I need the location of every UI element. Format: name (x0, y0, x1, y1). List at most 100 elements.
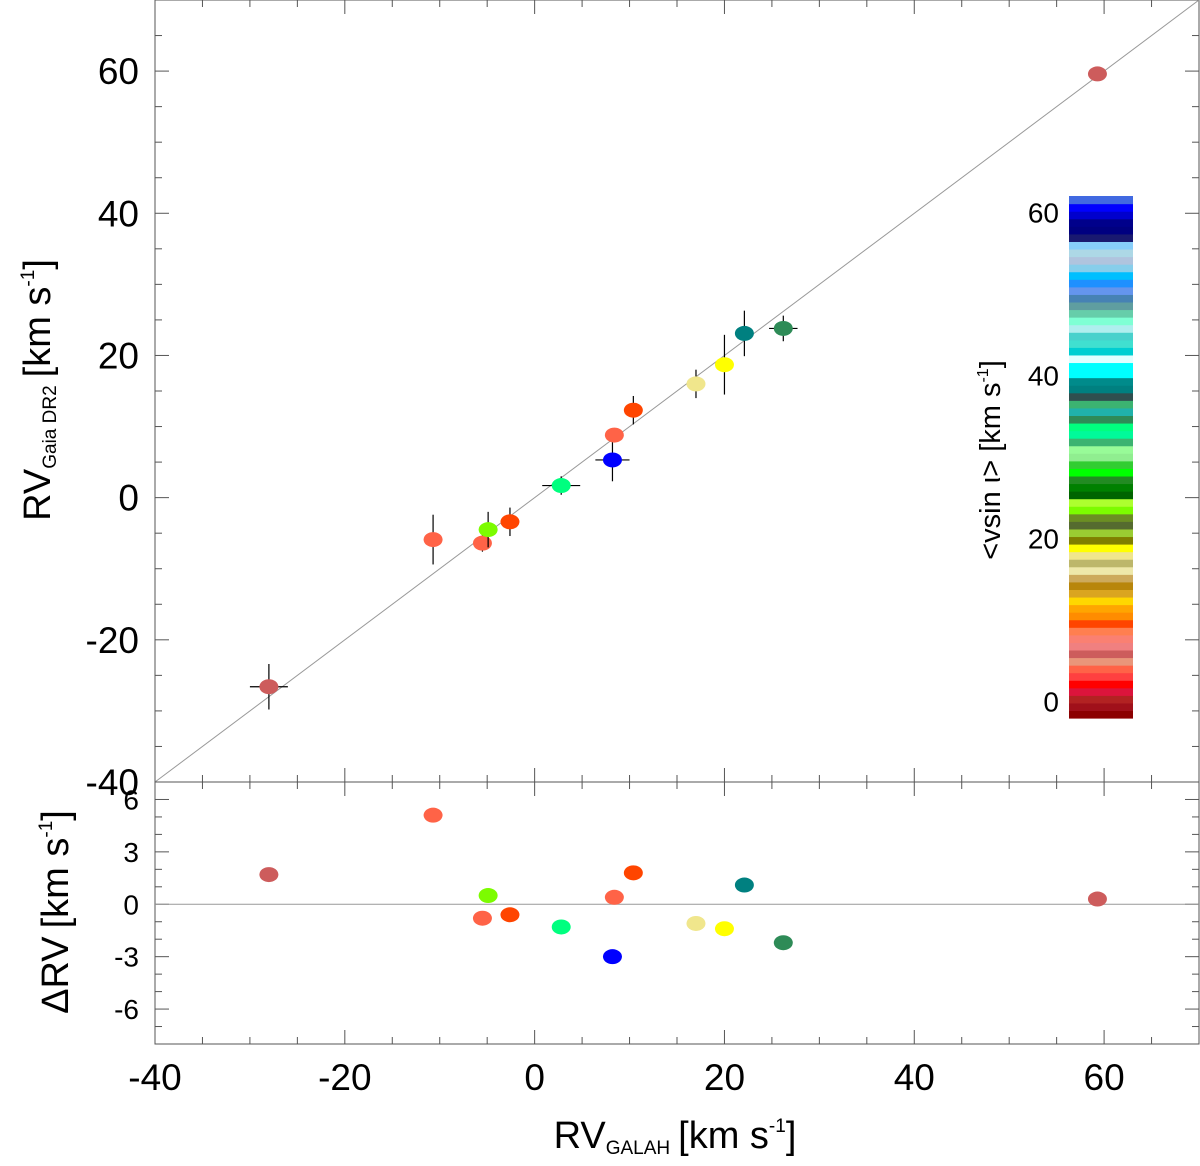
colorbar-band (1069, 422, 1133, 432)
top-y-tick-labels: -40 -20 0 20 40 60 (86, 51, 139, 803)
residual-point (623, 865, 643, 881)
colorbar-band (1069, 279, 1133, 288)
x-label-end: ] (786, 1115, 797, 1157)
top-y-label-sub: Gaia DR2 (40, 385, 61, 468)
residual-point (259, 867, 279, 883)
colorbar-band (1069, 196, 1133, 205)
colorbar-band (1069, 370, 1133, 379)
top-y-axis-label: RVGaia DR2 [km s-1] (17, 259, 61, 521)
colorbar-band (1069, 589, 1133, 598)
data-point (551, 478, 571, 494)
colorbar-band (1069, 695, 1133, 704)
y-tick-label: -3 (114, 942, 139, 973)
colorbar-band (1069, 475, 1133, 485)
residual-point (423, 807, 443, 823)
colorbar-band (1069, 218, 1133, 227)
colorbar-band (1069, 513, 1133, 522)
residual-point (734, 877, 754, 893)
x-label-unit: [km s (678, 1115, 769, 1157)
data-point (602, 452, 622, 468)
top-y-label-main: RV (17, 468, 59, 521)
top-y-label-exp: -1 (18, 270, 39, 287)
data-point (259, 679, 279, 695)
residual-point (478, 888, 498, 904)
residual-point (604, 889, 624, 905)
colorbar-tick-label: 40 (1028, 360, 1059, 391)
bottom-ticks (154, 781, 1200, 1044)
x-label-main: RV (554, 1115, 607, 1157)
colorbar: 0 20 40 60 <vsin ι> [km s-1] (975, 196, 1133, 719)
x-tick-label: -40 (128, 1057, 181, 1098)
residual-point (500, 907, 520, 923)
colorbar-band (1069, 256, 1133, 265)
colorbar-band (1069, 332, 1133, 341)
colorbar-band (1069, 415, 1133, 424)
colorbar-band (1069, 491, 1133, 500)
identity-line (154, 0, 1200, 783)
colorbar-band (1069, 354, 1133, 364)
bottom-y-label-end: ] (35, 810, 77, 821)
x-axis-label: RVGALAH [km s-1] (554, 1115, 797, 1159)
data-point (714, 357, 734, 373)
colorbar-tick-label: 20 (1028, 524, 1059, 555)
colorbar-band (1069, 649, 1133, 659)
data-point (1087, 66, 1107, 82)
colorbar-band (1069, 687, 1133, 696)
data-point (734, 325, 754, 341)
bottom-y-tick-labels: -6 -3 0 3 6 (114, 784, 139, 1025)
data-point (686, 376, 706, 392)
top-ticks (154, 0, 1200, 783)
colorbar-label-end: ] (975, 360, 1007, 368)
colorbar-tick-label: 0 (1043, 687, 1059, 718)
data-point (472, 535, 492, 551)
x-tick-label: 0 (524, 1057, 545, 1098)
colorbar-band (1069, 536, 1133, 545)
y-tick-label: 3 (123, 837, 139, 868)
y-tick-label: 0 (123, 889, 139, 920)
colorbar-band (1069, 604, 1133, 613)
colorbar-band (1069, 430, 1133, 439)
colorbar-band (1069, 339, 1133, 348)
colorbar-band (1069, 385, 1133, 394)
colorbar-band (1069, 612, 1133, 621)
bottom-y-label-exp: -1 (36, 821, 57, 838)
colorbar-band (1069, 286, 1133, 295)
colorbar-band (1069, 460, 1133, 469)
bottom-plot-frame (154, 781, 1200, 1045)
y-tick-label: -20 (86, 620, 139, 661)
colorbar-band (1069, 317, 1133, 326)
colorbar-band (1069, 347, 1133, 356)
y-tick-label: -6 (114, 994, 139, 1025)
residual-point (472, 910, 492, 926)
residual-point (551, 919, 571, 935)
y-tick-label: 0 (118, 478, 139, 519)
colorbar-bands (1069, 196, 1133, 719)
colorbar-band (1069, 672, 1133, 681)
bottom-y-axis-label: ΔRV [km s-1] (35, 810, 77, 1014)
colorbar-band (1069, 559, 1133, 568)
colorbar-band (1069, 241, 1133, 250)
colorbar-band (1069, 203, 1133, 212)
colorbar-band (1069, 445, 1133, 454)
colorbar-band (1069, 362, 1133, 371)
y-tick-label: -40 (86, 762, 139, 803)
colorbar-label: <vsin ι> [km s-1] (975, 360, 1007, 560)
colorbar-band (1069, 566, 1133, 575)
colorbar-band (1069, 400, 1133, 409)
x-label-exp: -1 (769, 1116, 786, 1137)
residual-point (1087, 891, 1107, 907)
colorbar-band (1069, 498, 1133, 507)
colorbar-band (1069, 407, 1133, 416)
data-point (423, 532, 443, 548)
colorbar-band (1069, 596, 1133, 606)
colorbar-band (1069, 710, 1133, 719)
top-y-label-unit: [km s (17, 287, 59, 378)
colorbar-band (1069, 544, 1133, 553)
residual-point (773, 935, 793, 951)
colorbar-band (1069, 468, 1133, 477)
colorbar-band (1069, 680, 1133, 689)
colorbar-band (1069, 377, 1133, 386)
colorbar-band (1069, 211, 1133, 220)
